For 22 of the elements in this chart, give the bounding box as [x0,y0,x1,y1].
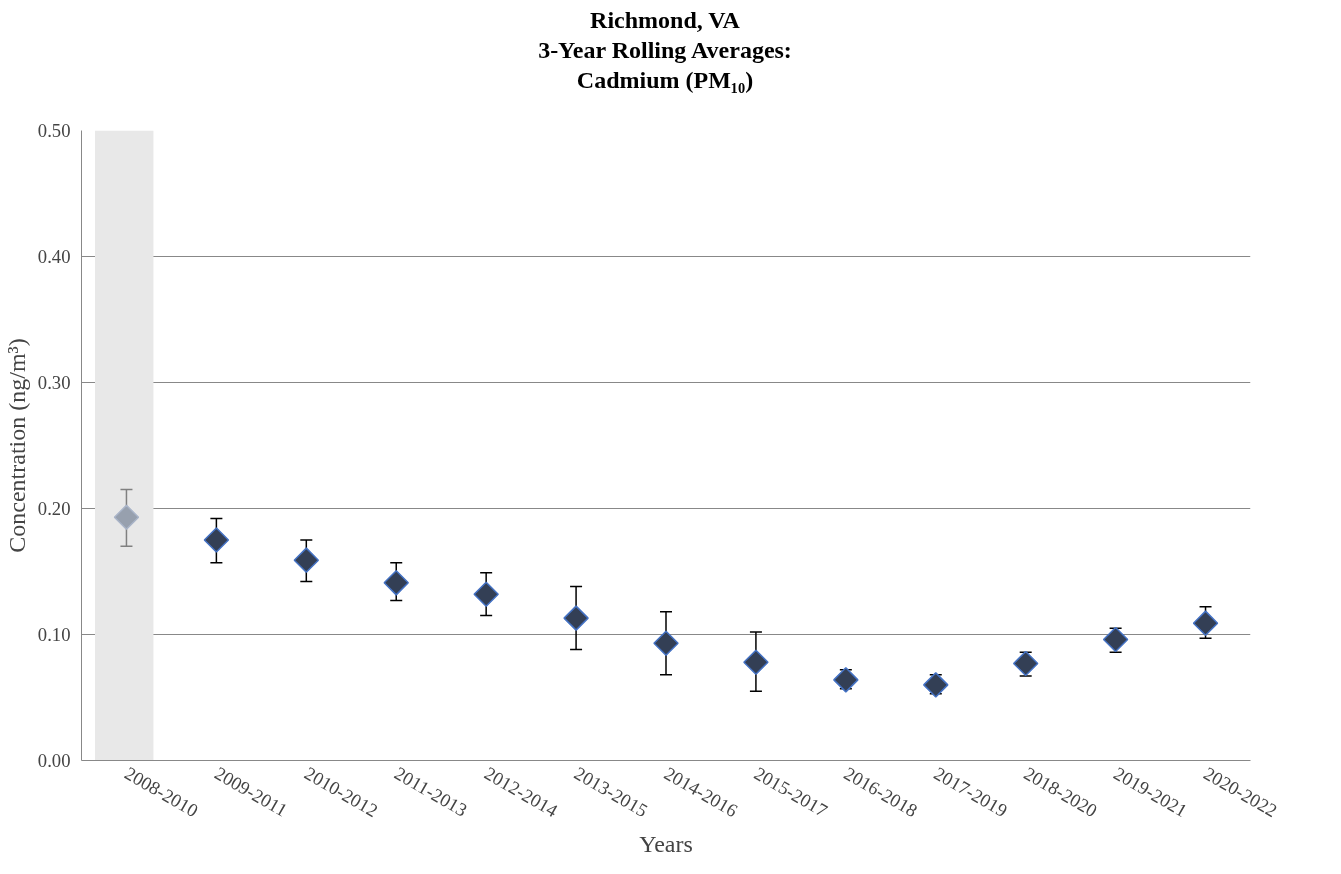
y-tick-label: 0.10 [37,624,71,645]
y-tick-label: 0.40 [37,246,71,267]
point [1192,610,1219,636]
point [113,504,140,531]
point [743,649,769,675]
point [203,527,230,553]
y-tick-label: 0.20 [37,498,71,519]
point [923,672,949,698]
point [653,630,679,657]
point [293,547,320,573]
y-tick-label: 0.00 [37,750,71,771]
point [563,605,589,631]
x-axis-title: Years [639,831,693,858]
y-tick-label: 0.30 [37,372,71,393]
y-axis-title: Concentration (ng/m³) [3,338,30,553]
y-tick-label: 0.50 [37,120,71,141]
point [1102,626,1129,653]
point [833,667,859,693]
point [1012,650,1039,677]
point [473,581,499,607]
chart-title: Richmond, VA 3-Year Rolling Averages: Cadmium (PM₁₀) [538,6,792,95]
point [383,570,409,596]
